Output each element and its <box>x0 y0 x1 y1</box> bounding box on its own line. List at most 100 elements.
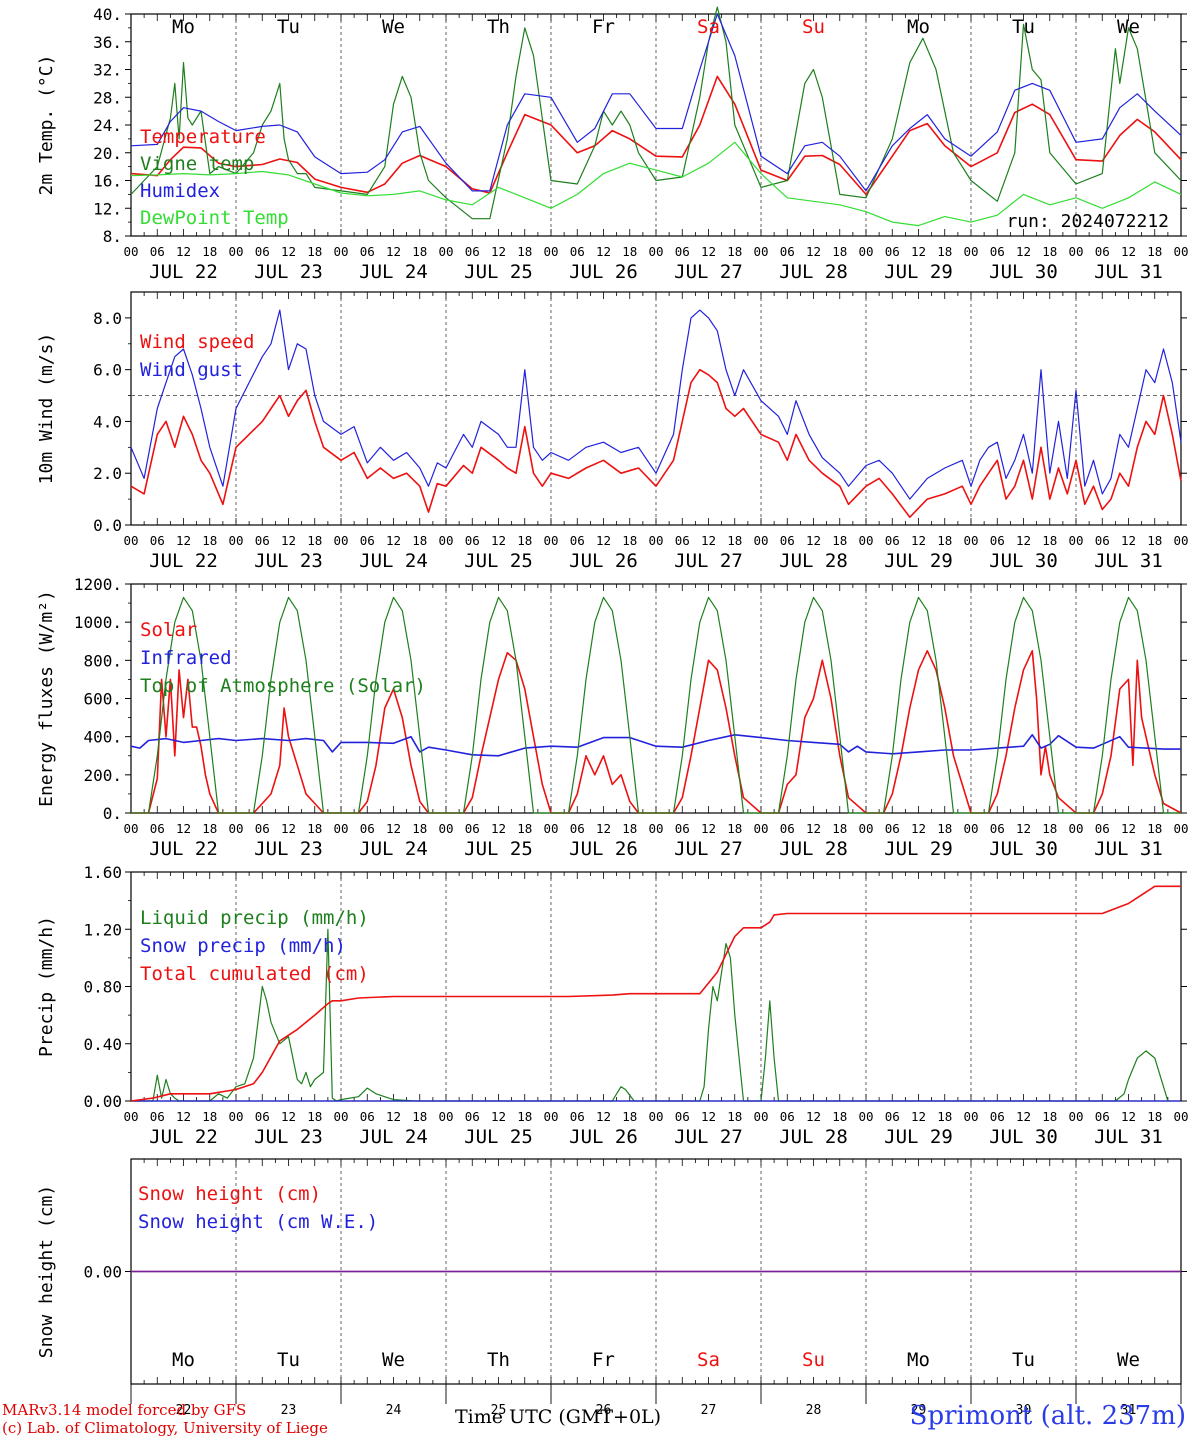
hour-tick-label: 06 <box>465 533 480 548</box>
hour-tick-label: 06 <box>675 533 690 548</box>
date-label: JUL 27 <box>674 1126 743 1148</box>
legend-entry: Snow height (cm W.E.) <box>138 1211 378 1233</box>
y-tick-label: 0. <box>103 804 122 823</box>
hour-tick-label: 18 <box>202 821 217 836</box>
hour-tick-label: 12 <box>1121 244 1136 259</box>
hour-tick-label: 12 <box>491 821 506 836</box>
hour-tick-label: 00 <box>438 533 453 548</box>
hour-tick-label: 06 <box>990 244 1005 259</box>
series-line-humidex <box>130 13 1182 192</box>
hour-tick-label: 12 <box>911 821 926 836</box>
date-label: JUL 31 <box>1094 1126 1163 1148</box>
hour-tick-label: 06 <box>885 1109 900 1124</box>
date-label: JUL 29 <box>884 261 953 283</box>
date-label: JUL 31 <box>1094 261 1163 283</box>
hour-tick-label: 00 <box>123 244 138 259</box>
station-name: Sprimont (alt. 237m) <box>909 1401 1186 1431</box>
date-label: JUL 24 <box>359 1126 428 1148</box>
hour-tick-label: 06 <box>465 821 480 836</box>
hour-tick-label: 12 <box>701 244 716 259</box>
series-line-vigne-temp <box>130 6 1182 220</box>
y-tick-label: 1000. <box>74 613 122 632</box>
date-label: JUL 29 <box>884 838 953 860</box>
weekday-label: Tu <box>277 16 300 38</box>
hour-tick-label: 18 <box>1042 244 1057 259</box>
hour-tick-label: 12 <box>911 533 926 548</box>
y-tick-label: 40. <box>93 5 122 24</box>
series-line-solar <box>131 649 1182 814</box>
hour-tick-label: 18 <box>517 244 532 259</box>
legend-entry: DewPoint Temp <box>140 207 289 229</box>
hour-tick-label: 06 <box>255 244 270 259</box>
hour-tick-label: 00 <box>228 533 243 548</box>
hour-tick-label: 06 <box>1095 244 1110 259</box>
series-line-top-of-atmosphere-solar <box>131 596 1181 814</box>
date-label: JUL 22 <box>149 261 218 283</box>
hour-tick-label: 00 <box>123 821 138 836</box>
legend-entry: Humidex <box>140 180 220 202</box>
hour-tick-label: 18 <box>832 533 847 548</box>
hour-tick-label: 12 <box>176 533 191 548</box>
y-tick-label: 12. <box>93 199 122 218</box>
date-label: JUL 29 <box>884 550 953 572</box>
hour-tick-label: 00 <box>228 1109 243 1124</box>
hour-tick-label: 18 <box>727 533 742 548</box>
hour-tick-label: 06 <box>570 244 585 259</box>
y-axis-label: Snow height (cm) <box>36 1185 57 1358</box>
y-tick-label: 16. <box>93 172 122 191</box>
hour-tick-label: 12 <box>806 533 821 548</box>
day-number-label: 31 <box>1121 1403 1137 1418</box>
y-tick-label: 1.60 <box>83 863 122 882</box>
hour-tick-label: 18 <box>307 533 322 548</box>
legend-entry: Total cumulated (cm) <box>140 963 369 985</box>
hour-tick-label: 18 <box>202 533 217 548</box>
hour-tick-label: 00 <box>123 533 138 548</box>
hour-tick-label: 00 <box>648 244 663 259</box>
hour-tick-label: 12 <box>386 244 401 259</box>
weekday-label: Mo <box>907 16 930 38</box>
y-tick-label: 2.0 <box>93 464 122 483</box>
hour-tick-label: 18 <box>202 244 217 259</box>
hour-tick-label: 18 <box>832 244 847 259</box>
hour-tick-label: 12 <box>1016 1109 1031 1124</box>
weekday-label-bottom: Sa <box>697 1349 720 1371</box>
hour-tick-label: 00 <box>648 533 663 548</box>
hour-tick-label: 06 <box>675 1109 690 1124</box>
hour-tick-label: 00 <box>543 244 558 259</box>
day-number-label: 24 <box>386 1403 402 1418</box>
y-tick-label: 8.0 <box>93 309 122 328</box>
weekday-label: Th <box>487 16 510 38</box>
hour-tick-label: 06 <box>255 821 270 836</box>
hour-tick-label: 18 <box>1147 821 1162 836</box>
hour-tick-label: 18 <box>412 821 427 836</box>
legend-entry: Liquid precip (mm/h) <box>140 907 369 929</box>
hour-tick-label: 12 <box>911 1109 926 1124</box>
hour-tick-label: 12 <box>1016 821 1031 836</box>
hour-tick-label: 06 <box>885 533 900 548</box>
date-label: JUL 23 <box>254 550 323 572</box>
hour-tick-label: 18 <box>412 244 427 259</box>
weekday-label: Su <box>802 16 825 38</box>
hour-tick-label: 06 <box>780 1109 795 1124</box>
hour-tick-label: 00 <box>1173 1109 1188 1124</box>
hour-tick-label: 00 <box>228 821 243 836</box>
hour-tick-label: 06 <box>885 821 900 836</box>
hour-tick-label: 00 <box>543 533 558 548</box>
hour-tick-label: 18 <box>622 244 637 259</box>
panel-snow: 0.00 Snow height (cm) Snow height (cm) Snow… <box>36 1158 1187 1418</box>
hour-tick-label: 00 <box>753 1109 768 1124</box>
hour-tick-label: 00 <box>858 1109 873 1124</box>
hour-tick-label: 00 <box>333 821 348 836</box>
y-axis-label: 2m Temp. (°C) <box>36 55 57 196</box>
hour-tick-label: 06 <box>255 533 270 548</box>
weekday-label-bottom: Su <box>802 1349 825 1371</box>
hour-tick-label: 06 <box>360 244 375 259</box>
date-label: JUL 30 <box>989 1126 1058 1148</box>
hour-tick-label: 18 <box>937 1109 952 1124</box>
weekday-label: Sa <box>697 16 720 38</box>
y-tick-label: 36. <box>93 33 122 52</box>
hour-tick-label: 00 <box>333 533 348 548</box>
date-label: JUL 24 <box>359 550 428 572</box>
hour-tick-label: 06 <box>360 821 375 836</box>
hour-tick-label: 18 <box>727 821 742 836</box>
